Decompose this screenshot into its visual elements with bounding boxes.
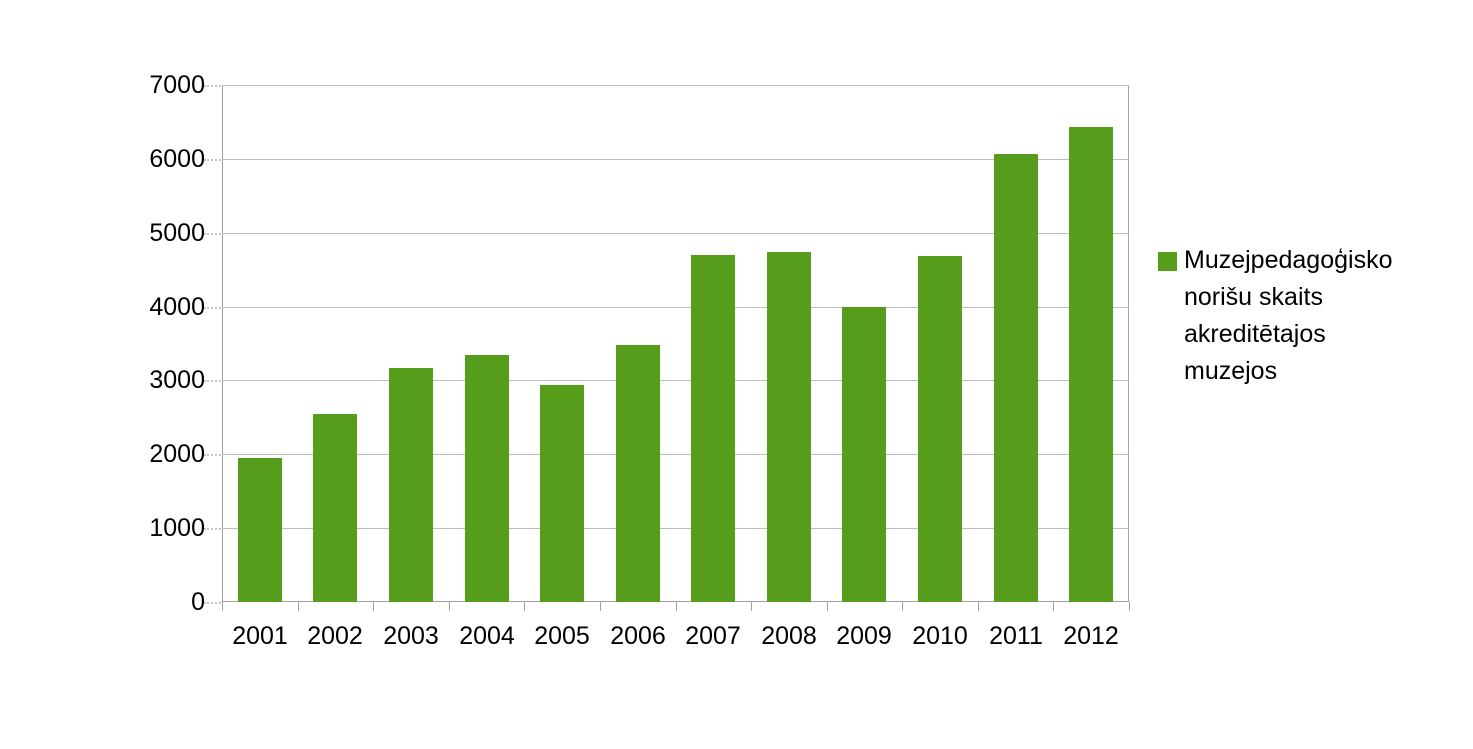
legend: Muzejpedagoģisko norišu skaits akreditētaj…: [1158, 242, 1392, 390]
bar-2007: [691, 255, 735, 602]
x-tick-mark: [827, 602, 828, 611]
gridline-7000: [222, 85, 1129, 86]
y-tick-mark: [204, 380, 221, 382]
bar-2001: [238, 458, 282, 602]
legend-line: norišu skaits: [1184, 283, 1323, 311]
bar-2004: [465, 355, 509, 602]
x-axis-label-2010: 2010: [912, 622, 968, 650]
x-tick-mark: [676, 602, 677, 611]
y-axis-label-0: 0: [191, 588, 205, 616]
x-tick-mark: [902, 602, 903, 611]
x-tick-mark: [222, 602, 223, 611]
bar-2008: [767, 252, 811, 602]
bar-2009: [842, 307, 886, 602]
gridline-6000: [222, 159, 1129, 160]
x-tick-mark: [751, 602, 752, 611]
y-axis-label-2000: 2000: [149, 440, 205, 468]
x-axis-label-2008: 2008: [761, 622, 817, 650]
x-tick-mark: [524, 602, 525, 611]
y-tick-mark: [204, 233, 221, 235]
y-tick-mark: [204, 85, 221, 87]
bar-2003: [389, 368, 433, 602]
y-tick-mark: [204, 307, 221, 309]
x-axis-label-2012: 2012: [1063, 622, 1119, 650]
y-tick-mark: [204, 454, 221, 456]
gridline-4000: [222, 307, 1129, 308]
bar-2005: [540, 385, 584, 602]
x-axis-label-2011: 2011: [989, 622, 1043, 650]
x-axis-label-2007: 2007: [685, 622, 741, 650]
x-axis-label-2006: 2006: [610, 622, 666, 650]
x-axis-label-2005: 2005: [534, 622, 590, 650]
y-axis-label-4000: 4000: [149, 293, 205, 321]
x-axis-label-2009: 2009: [836, 622, 892, 650]
x-tick-mark: [1129, 602, 1130, 611]
y-tick-mark: [204, 528, 221, 530]
y-axis-label-7000: 7000: [149, 71, 205, 99]
bar-2002: [313, 414, 357, 602]
legend-line: akreditētajos: [1184, 320, 1326, 348]
x-tick-mark: [298, 602, 299, 611]
x-tick-mark: [449, 602, 450, 611]
y-axis-label-6000: 6000: [149, 145, 205, 173]
y-axis-label-5000: 5000: [149, 219, 205, 247]
plot-area: [222, 85, 1129, 602]
bar-2011: [994, 154, 1038, 602]
gridline-3000: [222, 380, 1129, 381]
bar-2006: [616, 345, 660, 602]
x-axis-label-2001: 2001: [232, 622, 288, 650]
legend-line: Muzejpedagoģisko: [1184, 246, 1393, 274]
x-axis-label-2002: 2002: [307, 622, 363, 650]
bar-2012: [1069, 127, 1113, 602]
x-tick-mark: [1053, 602, 1054, 611]
x-tick-mark: [978, 602, 979, 611]
legend-label: Muzejpedagoģisko norišu skaits akreditētaj…: [1184, 242, 1392, 390]
y-axis-label-3000: 3000: [149, 366, 205, 394]
x-tick-mark: [600, 602, 601, 611]
y-tick-mark: [204, 602, 221, 604]
x-axis-label-2004: 2004: [459, 622, 515, 650]
gridline-2000: [222, 454, 1129, 455]
x-axis-label-2003: 2003: [383, 622, 439, 650]
x-tick-mark: [373, 602, 374, 611]
y-tick-mark: [204, 159, 221, 161]
y-axis-label-1000: 1000: [149, 514, 205, 542]
bar-2010: [918, 256, 962, 602]
gridline-1000: [222, 528, 1129, 529]
legend-line: muzejos: [1184, 357, 1278, 385]
legend-swatch-icon: [1158, 252, 1177, 271]
gridline-5000: [222, 233, 1129, 234]
